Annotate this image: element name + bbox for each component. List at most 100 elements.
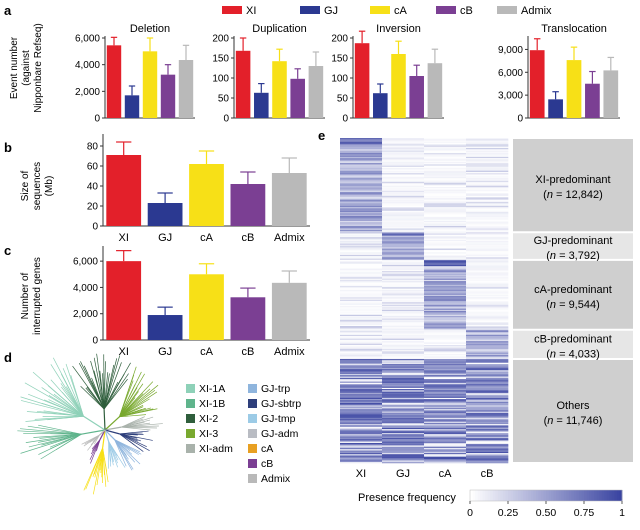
heatmap-cell [340, 284, 383, 287]
heatmap-cell [466, 297, 509, 299]
colorbar-segment [472, 490, 476, 501]
heatmap-cell [382, 430, 425, 432]
colorbar-segment [578, 490, 582, 501]
heatmap-cell [424, 252, 467, 254]
tree-leaf [102, 373, 105, 410]
tree-legend-swatch-cA [248, 444, 257, 453]
heatmap-cell [424, 278, 467, 281]
heatmap-cell [466, 416, 509, 419]
bar-Admix [271, 282, 307, 340]
heatmap-cell [382, 385, 425, 387]
heatmap-cell [424, 360, 467, 362]
heatmap-cell [340, 239, 383, 242]
heatmap-cell [466, 174, 509, 176]
heatmap-cell [340, 232, 383, 234]
heatmap-cell [466, 257, 509, 259]
heatmap-cell [466, 318, 509, 321]
heatmap-cell [424, 233, 467, 236]
heatmap-cell [466, 159, 509, 161]
heatmap-cell [382, 404, 425, 406]
heatmap-cell [424, 139, 467, 141]
heatmap-cell [466, 415, 509, 417]
panel-c-ylabel-line2: interrupted genes [32, 257, 43, 335]
heatmap-cell [466, 361, 509, 364]
heatmap-column-label-XI: XI [356, 468, 366, 480]
heatmap-cell [340, 411, 383, 414]
colorbar-segment [604, 490, 608, 501]
heatmap-cell [382, 246, 425, 248]
heatmap-cell [466, 306, 509, 308]
heatmap-cell [424, 166, 467, 169]
heatmap-cell [424, 269, 467, 272]
heatmap-cell [340, 343, 383, 346]
heatmap-cell [382, 228, 425, 231]
phylogenetic-tree [17, 353, 163, 495]
presence-colorbar: Presence frequency 0 0.25 0.50 0.75 1 [358, 489, 625, 519]
heatmap-cell [340, 251, 383, 253]
heatmap-cell [382, 296, 425, 298]
heatmap-cell [466, 299, 509, 302]
heatmap-cell [466, 360, 509, 362]
x-tick-label-GJ: GJ [158, 232, 172, 244]
heatmap-cell [382, 303, 425, 306]
tree-branch [99, 429, 106, 436]
legend-label-cA: cA [394, 5, 408, 17]
heatmap-cell [340, 400, 383, 402]
heatmap-cell [382, 183, 425, 185]
heatmap-cell [466, 188, 509, 190]
heatmap-cell [466, 241, 509, 243]
heatmap-cell [382, 241, 425, 243]
panel-b-chart: Size of sequences (Mb) 0 20 40 60 80 XI GJ cA cB Adm… [20, 134, 310, 244]
heatmap-cell [340, 242, 383, 244]
heatmap-cell [382, 435, 425, 437]
heatmap-cell [424, 239, 467, 242]
heatmap-cell [466, 236, 509, 238]
heatmap-cell [340, 281, 383, 283]
heatmap-cell [424, 392, 467, 395]
heatmap-cell [382, 359, 425, 361]
heatmap-cell [424, 406, 467, 409]
heatmap-cell [424, 258, 467, 261]
heatmap-cell [424, 218, 467, 220]
heatmap-cell [382, 415, 425, 417]
heatmap-cell [340, 449, 383, 451]
heatmap-cell [340, 446, 383, 449]
heatmap-cell [466, 379, 509, 381]
heatmap-cell [340, 233, 383, 236]
tree-leaf [119, 391, 158, 418]
heatmap-cell [382, 348, 425, 351]
tree-leaf [103, 372, 109, 410]
heatmap-cell [424, 199, 467, 202]
heatmap-cell [340, 249, 383, 252]
heatmap-cell [340, 362, 383, 365]
heatmap-cell [340, 236, 383, 238]
heatmap-cell [382, 292, 425, 294]
tree-legend-swatch-Admix [248, 474, 257, 483]
heatmap-cell [340, 294, 383, 297]
heatmap-cell [382, 362, 425, 365]
heatmap-cell [424, 207, 467, 209]
heatmap-cell [424, 267, 467, 269]
heatmap-cell [466, 417, 509, 420]
heatmap-cell [340, 180, 383, 183]
heatmap-cell [382, 399, 425, 401]
heatmap-cell [340, 336, 383, 338]
tree-leaf [119, 373, 145, 418]
heatmap-cell [340, 370, 383, 372]
tree-leaf [119, 414, 147, 418]
heatmap-cell [424, 244, 467, 247]
heatmap-cell [382, 264, 425, 267]
heatmap-cell [382, 254, 425, 257]
heatmap-cell [424, 303, 467, 306]
heatmap-cell [382, 357, 425, 360]
heatmap-cell [466, 313, 509, 316]
heatmap-cell [340, 278, 383, 281]
panel-a-inversion-chart: Inversion 0 50 100 150 200 [331, 23, 444, 125]
heatmap-cell [382, 248, 425, 251]
heatmap-cell [424, 345, 467, 347]
heatmap-cell [382, 224, 425, 227]
heatmap-cell [466, 434, 509, 436]
heatmap-cell [340, 145, 383, 148]
heatmap-cell [466, 372, 509, 375]
tree-leaf [24, 382, 84, 417]
